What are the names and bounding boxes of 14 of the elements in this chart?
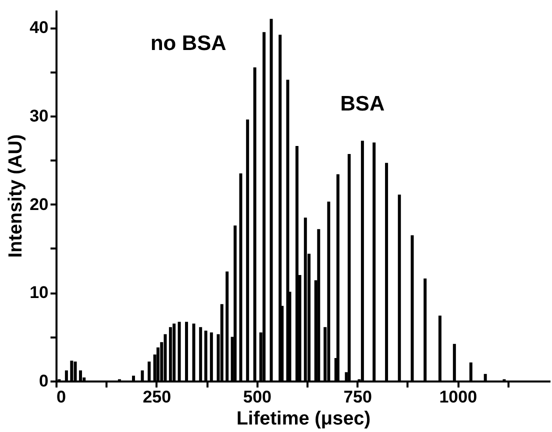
x-tick-label: 750 xyxy=(344,388,372,406)
series-label: no BSA xyxy=(150,32,226,55)
y-axis-title: Intensity (AU) xyxy=(6,134,27,258)
series-label: BSA xyxy=(340,92,385,116)
y-tick-label: 10 xyxy=(30,283,48,302)
x-tick-label: 500 xyxy=(243,388,272,406)
y-tick-label: 20 xyxy=(30,194,48,214)
y-tick-label: 40 xyxy=(30,18,48,38)
x-axis-title: Lifetime (μsec) xyxy=(236,408,371,430)
x-tick-label: 0 xyxy=(56,388,66,406)
x-tick-label: 250 xyxy=(142,388,172,406)
x-tick-label: 1000 xyxy=(439,388,478,406)
y-tick-label: 30 xyxy=(30,106,48,126)
y-tick-label: 0 xyxy=(39,372,48,390)
